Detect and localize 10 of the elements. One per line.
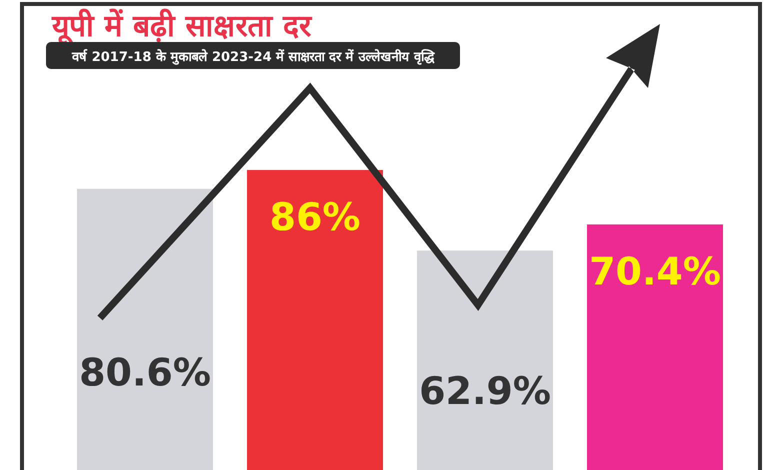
bar: [77, 188, 213, 470]
chart-subtitle: वर्ष 2017-18 के मुकाबले 2023-24 में साक्षरता दर में उल्लेखनीय वृद्धि: [71, 49, 435, 65]
data-label: 86%: [270, 195, 360, 239]
data-label: 62.9%: [419, 369, 551, 414]
chart-title: यूपी में बढ़ी साक्षरता दर: [51, 8, 313, 45]
bar: [417, 250, 553, 470]
data-label: 70.4%: [589, 249, 721, 294]
bar: [587, 224, 723, 470]
bar: [247, 170, 383, 470]
data-label: 80.6%: [79, 350, 211, 395]
